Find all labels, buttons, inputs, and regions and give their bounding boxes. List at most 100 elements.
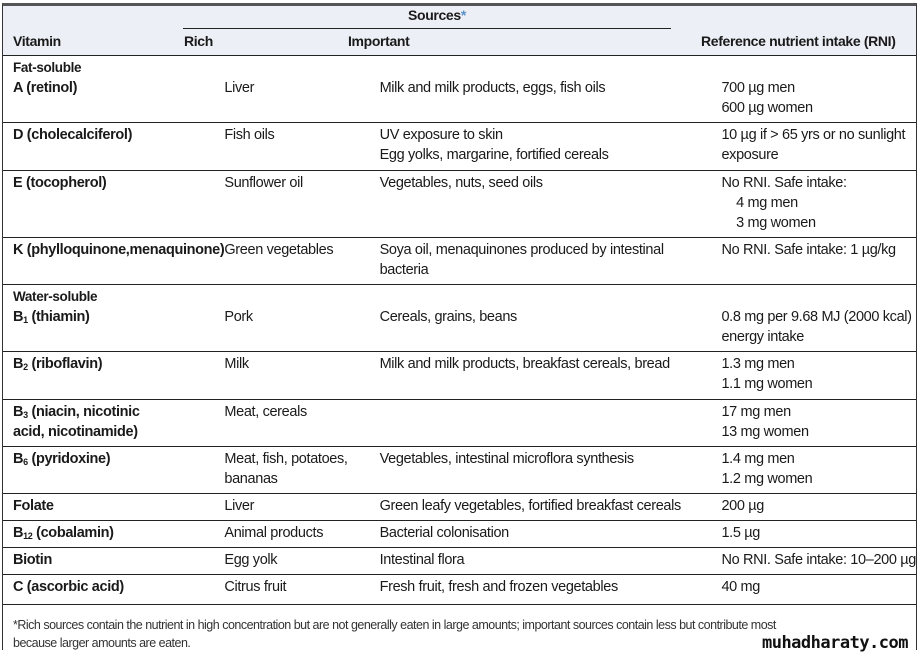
rni-value-cell: 1.4 mg men 1.2 mg women <box>721 446 916 494</box>
vitamin-name: B1 (thiamin) <box>13 307 224 327</box>
rni-value-line: 13 mg women <box>721 423 809 440</box>
rich-source-cell: Pork <box>224 284 380 352</box>
rich-source-cell: Meat, cereals <box>224 399 380 447</box>
vitamin-cell: Water-soluble B1 (thiamin) <box>3 284 225 352</box>
important-source-cell: Bacterial colonisation <box>379 520 722 548</box>
vitamin-name-base: E (tocopherol) <box>13 174 107 191</box>
watermark: muhadharaty.com <box>761 633 909 652</box>
header-sources: Sources* <box>408 7 466 23</box>
vitamin-name: B3 (niacin, nicotinic acid, nicotinamide… <box>13 402 224 442</box>
rni-value-line: 4 mg men <box>721 194 798 211</box>
rich-source-line: Meat, fish, potatoes, <box>224 450 348 467</box>
vitamin-name: A (retinol) <box>13 78 224 98</box>
rni-value-line: 600 µg women <box>721 100 813 116</box>
vitamin-name-base: B <box>13 308 24 325</box>
rich-source-line: Sunflower oil <box>224 174 303 191</box>
rni-value-line: No RNI. Safe intake: 1 µg/kg <box>721 241 896 258</box>
header-sources-label: Sources <box>408 7 461 23</box>
rni-value-line: No RNI. Safe intake: 10–200 µg <box>721 551 916 568</box>
vitamin-name: Biotin <box>13 550 224 570</box>
table-row: C (ascorbic acid) Citrus fruit Fresh fruit… <box>3 574 916 605</box>
important-source-cell: Fresh fruit, fresh and frozen vegetables <box>379 574 722 605</box>
rni-value-line: exposure <box>721 146 779 163</box>
rich-source-cell: Liver <box>224 56 380 123</box>
vitamin-name-detail: menaquinone) <box>129 241 225 258</box>
group-label: Water-soluble <box>13 288 98 304</box>
sources-footnote-mark: * <box>460 7 466 23</box>
important-source-line: Green leafy vegetables, fortified breakf… <box>379 497 682 514</box>
rni-value-line: 1.2 mg women <box>721 470 813 487</box>
rich-source-cell: Liver <box>224 493 380 521</box>
header-rich: Rich <box>184 33 213 49</box>
table-row: E (tocopherol) Sunflower oil Vegetables, n… <box>3 170 916 238</box>
important-source-cell: Milk and milk products, eggs, fish oils <box>379 56 722 123</box>
table-row: Fat-soluble A (retinol) Liver Milk and milk… <box>3 56 916 123</box>
rni-value-cell: 0.8 mg per 9.68 MJ (2000 kcal) energy int… <box>721 284 916 352</box>
rich-source-cell: Milk <box>224 351 380 400</box>
table-row: Biotin Egg yolk Intestinal flora No RNI. Sa… <box>3 547 916 575</box>
rni-value-cell: No RNI. Safe intake: 4 mg men 3 mg women <box>721 170 916 238</box>
table-row: B12 (cobalamin) Animal products Bacterial … <box>3 520 916 548</box>
rni-value-line: 1.4 mg men <box>721 450 795 467</box>
rni-value-cell: No RNI. Safe intake: 1 µg/kg <box>721 237 916 285</box>
rni-value-line: 1.5 µg <box>721 524 760 541</box>
vitamin-name: Folate <box>13 496 224 516</box>
vitamin-name-base: B <box>13 450 24 467</box>
vitamin-name-base: A (retinol) <box>13 80 78 96</box>
table-header: Vitamin Sources* Rich Important Referenc… <box>3 6 916 56</box>
rni-value-cell: 700 µg men 600 µg women <box>721 56 916 123</box>
rich-source-line: Citrus fruit <box>224 578 287 595</box>
important-source-cell: Green leafy vegetables, fortified breakf… <box>379 493 722 521</box>
vitamin-name: B12 (cobalamin) <box>13 523 224 543</box>
rni-value-cell: 200 µg <box>721 493 916 521</box>
vitamin-subscript: 3 <box>23 409 28 420</box>
rni-value-cell: 10 µg if > 65 yrs or no sunlight exposure <box>721 122 916 171</box>
vitamin-name: B6 (pyridoxine) <box>13 449 224 469</box>
vitamin-cell: B2 (riboflavin) <box>3 351 225 400</box>
vitamin-cell: K (phylloquinone,menaquinone) <box>3 237 225 285</box>
rni-value-cell: 17 mg men 13 mg women <box>721 399 916 447</box>
vitamin-name-base: C (ascorbic acid) <box>13 578 124 595</box>
vitamin-cell: B12 (cobalamin) <box>3 520 225 548</box>
vitamin-name-detail: (pyridoxine) <box>27 450 111 467</box>
table-row: K (phylloquinone,menaquinone) Green veget… <box>3 237 916 285</box>
important-source-line: Milk and milk products, breakfast cereal… <box>379 355 671 372</box>
vitamin-cell: B6 (pyridoxine) <box>3 446 225 494</box>
vitamin-name: C (ascorbic acid) <box>13 577 224 597</box>
group-label: Fat-soluble <box>13 60 82 75</box>
vitamin-name-detail: (niacin, nicotinic acid, nicotinamide) <box>13 403 140 440</box>
vitamin-name: B2 (riboflavin) <box>13 354 224 374</box>
table-row: Water-soluble B1 (thiamin) Pork Cereals, gr… <box>3 284 916 352</box>
table-frame: Vitamin Sources* Rich Important Referenc… <box>2 3 917 652</box>
rich-source-line: Meat, cereals <box>224 403 307 420</box>
rni-value-line: 1.3 mg men <box>721 355 795 372</box>
vitamin-cell: E (tocopherol) <box>3 170 225 238</box>
rich-source-cell: Fish oils <box>224 122 380 171</box>
rni-value-cell: 40 mg <box>721 574 916 605</box>
vitamin-cell: D (cholecalciferol) <box>3 122 225 171</box>
rich-source-cell: Meat, fish, potatoes, bananas <box>224 446 380 494</box>
vitamin-name-base: B <box>13 403 24 420</box>
rni-value-cell: 1.5 µg <box>721 520 916 548</box>
vitamin-cell: Biotin <box>3 547 225 575</box>
footnote: *Rich sources contain the nutrient in hi… <box>13 618 776 650</box>
vitamin-name-base: Biotin <box>13 551 52 568</box>
rni-value-line: 10 µg if > 65 yrs or no sunlight <box>721 126 906 143</box>
rich-source-line: Liver <box>224 497 255 514</box>
vitamin-name-base: Folate <box>13 497 54 514</box>
table-row: Folate Liver Green leafy vegetables, forti… <box>3 493 916 521</box>
important-source-cell: Soya oil, menaquinones produced by intes… <box>379 237 722 285</box>
rich-source-line: Animal products <box>224 524 324 541</box>
table-row: B3 (niacin, nicotinic acid, nicotinamide… <box>3 399 916 447</box>
important-source-line: Cereals, grains, beans <box>379 308 518 325</box>
important-source-cell: UV exposure to skin Egg yolks, margarine,… <box>379 122 722 171</box>
vitamin-name-detail: (riboflavin) <box>27 355 103 372</box>
important-source-line: Egg yolks, margarine, fortified cereals <box>379 146 609 163</box>
vitamin-name-base: B <box>13 355 24 372</box>
sources-divider <box>183 28 671 29</box>
important-source-cell: Intestinal flora <box>379 547 722 575</box>
vitamin-subscript: 6 <box>23 456 28 467</box>
table-row: D (cholecalciferol) Fish oils UV exposure … <box>3 122 916 171</box>
rich-source-cell: Animal products <box>224 520 380 548</box>
rich-source-cell: Citrus fruit <box>224 574 380 605</box>
